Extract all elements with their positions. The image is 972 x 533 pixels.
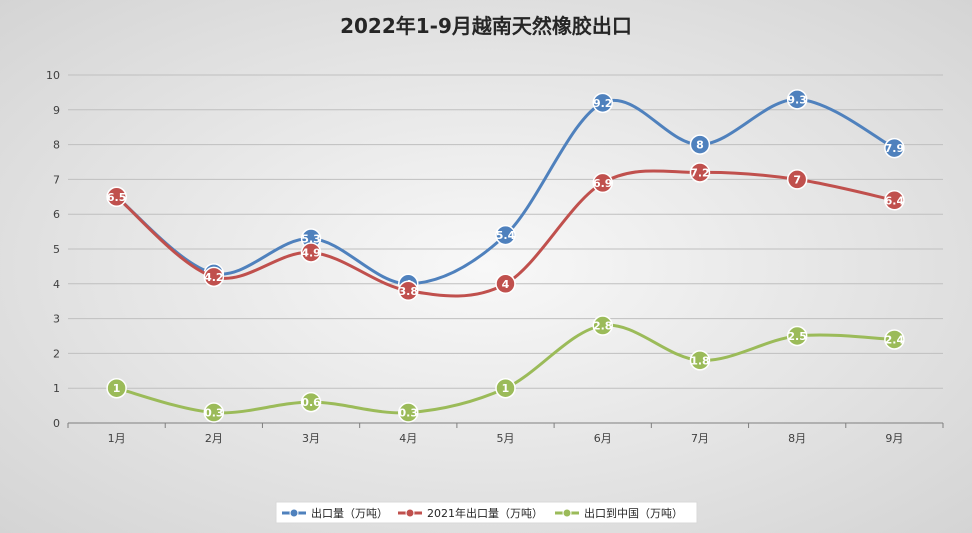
y-tick-label: 4 — [53, 278, 60, 291]
data-point — [398, 402, 419, 423]
data-label: 9.2 — [593, 97, 613, 110]
data-point — [203, 266, 225, 288]
data-point — [786, 325, 808, 347]
data-point — [592, 315, 613, 336]
x-tick-label: 2月 — [205, 432, 223, 445]
data-label: 7.9 — [885, 142, 905, 155]
legend-box — [275, 501, 698, 524]
y-tick-label: 8 — [53, 139, 60, 152]
data-point — [300, 391, 322, 413]
data-label: 0.3 — [204, 407, 224, 420]
series-group: 6.54.35.345.49.289.37.96.54.24.93.846.97… — [106, 89, 905, 423]
data-point — [203, 402, 225, 423]
legend-label: 出口到中国（万吨） — [584, 506, 683, 520]
data-label: 8 — [696, 139, 704, 152]
data-point — [786, 89, 808, 110]
legend-item: 出口量（万吨） — [282, 506, 388, 520]
legend-item: 出口到中国（万吨） — [555, 506, 683, 520]
legend: 出口量（万吨） 2021年出口量（万吨） 出口到中国（万吨） — [275, 501, 698, 524]
data-label: 4.2 — [204, 271, 224, 284]
legend-label: 2021年出口量（万吨） — [427, 506, 543, 520]
data-point — [592, 92, 613, 114]
data-label: 7 — [793, 173, 801, 186]
data-label: 3.8 — [399, 285, 419, 298]
data-point — [689, 134, 711, 155]
data-label: 9.3 — [787, 93, 807, 106]
y-tick-label: 7 — [53, 173, 60, 186]
data-label: 1 — [113, 382, 121, 395]
data-label: 5.4 — [496, 229, 516, 242]
data-label: 0.3 — [399, 407, 419, 420]
data-label: 0.6 — [301, 396, 321, 409]
x-tick-label: 1月 — [108, 432, 126, 445]
series-2: 6.5 4.2 4.9 3.8 4 6.9 7.2 7 6.4 — [106, 162, 905, 302]
legend-item: 2021年出口量（万吨） — [398, 506, 543, 520]
x-tick-label: 8月 — [788, 432, 806, 445]
x-tick-label: 6月 — [594, 432, 612, 445]
x-tick-label: 9月 — [885, 432, 903, 445]
x-tick-label: 4月 — [399, 432, 417, 445]
data-label: 1 — [502, 382, 510, 395]
y-tick-label: 3 — [53, 313, 60, 326]
data-point — [786, 169, 808, 190]
data-point — [495, 224, 516, 246]
data-label: 5.3 — [301, 233, 321, 246]
data-label: 4.9 — [301, 246, 321, 259]
data-point — [106, 377, 127, 399]
legend-label: 出口量（万吨） — [311, 506, 388, 520]
data-point — [300, 242, 322, 263]
x-tick-label: 5月 — [497, 432, 515, 445]
data-point — [495, 273, 516, 295]
data-label: 1.8 — [690, 354, 710, 367]
data-point — [398, 280, 419, 302]
x-axis: 1月 2月 3月 4月 5月 6月 7月 8月 9月 — [67, 422, 944, 445]
data-label: 2.4 — [885, 333, 905, 346]
data-point — [884, 190, 905, 211]
y-tick-label: 1 — [53, 382, 60, 395]
data-point — [592, 172, 613, 194]
y-tick-label: 2 — [53, 347, 60, 360]
y-axis: 0 1 2 3 4 5 6 7 8 9 10 — [46, 69, 60, 430]
legend-marker — [405, 508, 415, 518]
data-point — [689, 350, 711, 371]
legend-marker — [289, 508, 299, 518]
y-tick-label: 0 — [53, 417, 60, 430]
data-point — [884, 137, 905, 159]
data-label: 6.5 — [107, 191, 127, 204]
y-tick-label: 10 — [46, 69, 60, 82]
series-3: 1 0.3 0.6 0.3 1 2.8 1.8 2.5 2.4 — [106, 315, 905, 423]
data-point — [106, 186, 127, 208]
data-label: 2.8 — [593, 320, 613, 333]
y-tick-label: 6 — [53, 208, 60, 221]
data-label: 7.2 — [690, 166, 710, 179]
data-point — [884, 329, 905, 350]
x-tick-label: 7月 — [691, 432, 709, 445]
data-label: 4 — [502, 278, 510, 291]
chart-title: 2022年1-9月越南天然橡胶出口 — [340, 14, 632, 38]
data-point — [689, 162, 711, 183]
data-label: 6.4 — [885, 194, 905, 207]
y-tick-label: 5 — [53, 243, 60, 256]
data-label: 6.9 — [593, 177, 613, 190]
x-tick-label: 3月 — [302, 432, 320, 445]
data-label: 2.5 — [787, 330, 807, 343]
data-point — [495, 377, 516, 399]
legend-marker — [562, 508, 572, 518]
y-tick-label: 9 — [53, 104, 60, 117]
